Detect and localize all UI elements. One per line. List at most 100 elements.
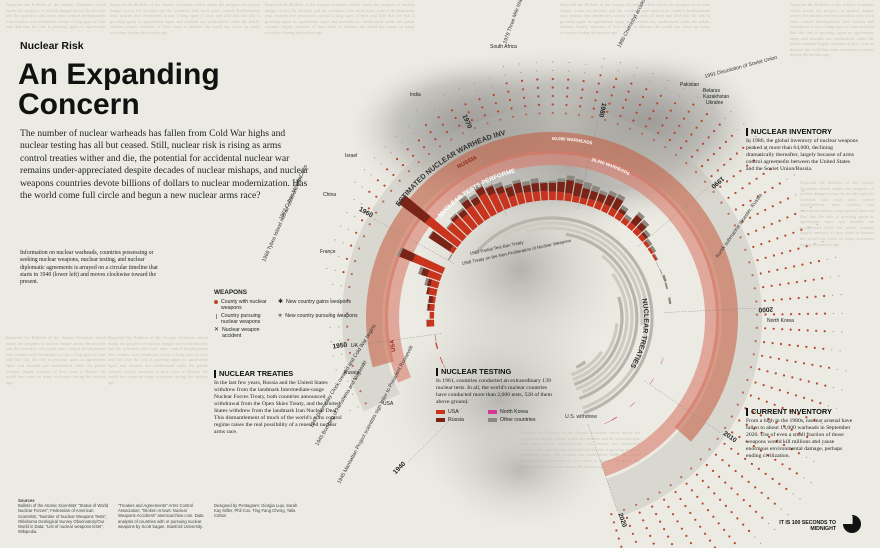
country-pursuing-dot xyxy=(799,498,801,500)
country-dot xyxy=(511,115,515,118)
country-dot xyxy=(782,425,786,428)
country-dot xyxy=(723,163,726,166)
country-pursuing-dot xyxy=(361,203,363,205)
test-bar xyxy=(484,184,493,189)
country-dot xyxy=(788,343,791,347)
country-dot xyxy=(736,517,739,520)
test-bar xyxy=(504,183,513,189)
test-bar xyxy=(427,270,443,282)
country-pursuing-dot xyxy=(754,536,756,538)
country-dot xyxy=(565,103,568,107)
country-dot xyxy=(520,79,524,82)
country-dot xyxy=(700,165,704,168)
test-bar xyxy=(458,209,468,219)
country-dot xyxy=(725,180,729,183)
country-dot xyxy=(597,82,600,85)
country-dot xyxy=(769,356,772,359)
country-dot xyxy=(461,132,465,135)
dot-icon xyxy=(214,300,218,304)
country-dot xyxy=(661,124,664,127)
country-dot xyxy=(770,284,773,287)
test-bar xyxy=(521,180,531,186)
test-bar xyxy=(601,203,611,214)
country-dot xyxy=(823,294,826,298)
country-dot xyxy=(429,131,432,134)
country-dot xyxy=(594,99,597,102)
country-dot xyxy=(492,93,495,97)
background-text-top-b: Reported the Bulletin of the Atomic Scie… xyxy=(265,2,415,35)
country-dot xyxy=(793,265,796,268)
treaty-arc xyxy=(573,296,624,386)
country-dot xyxy=(802,362,806,365)
country-label: UK xyxy=(351,343,359,349)
treaty-arc xyxy=(581,254,634,394)
test-bar xyxy=(629,402,635,408)
country-label: Belarus xyxy=(703,88,720,94)
country-dot xyxy=(458,124,461,127)
country-dot xyxy=(778,389,781,392)
country-pursuing-dot xyxy=(340,225,342,227)
country-dot xyxy=(620,545,623,548)
country-dot xyxy=(678,124,681,127)
arc-label-w60k: 60,000 WARHEADS xyxy=(552,136,593,146)
swatch-icon xyxy=(488,409,497,414)
legend-label: New country pursuing weapons xyxy=(285,313,358,319)
country-dot xyxy=(523,96,526,99)
country-dot xyxy=(809,261,812,264)
test-bar xyxy=(583,181,593,190)
country-dot xyxy=(727,196,730,199)
country-dot xyxy=(524,105,527,108)
test-bar xyxy=(654,253,659,260)
test-bar xyxy=(599,190,608,196)
country-pursuing-dot xyxy=(338,298,340,300)
country-dot xyxy=(799,378,802,381)
testing-legend: USA North Korea Russia Other countries xyxy=(436,409,554,424)
country-pursuing-dot xyxy=(777,163,779,165)
treaty-arc xyxy=(575,360,587,369)
country-pursuing-dot xyxy=(682,87,685,90)
country-dot xyxy=(742,204,745,207)
country-dot xyxy=(705,113,709,116)
test-bar xyxy=(474,202,491,221)
country-pursuing-dot xyxy=(354,215,356,217)
country-pursuing-dot xyxy=(413,133,415,135)
country-dot xyxy=(764,191,767,194)
legend-title: WEAPONS xyxy=(214,289,248,296)
test-bar xyxy=(448,253,453,261)
country-dot xyxy=(599,74,602,77)
country-dot xyxy=(745,440,748,443)
country-label: China xyxy=(323,192,336,198)
country-dot xyxy=(679,497,682,501)
country-dot xyxy=(737,452,740,455)
country-dot xyxy=(755,300,758,303)
country-dot xyxy=(772,327,775,330)
test-bar xyxy=(434,334,437,342)
country-dot xyxy=(486,122,489,125)
country-pursuing-dot xyxy=(458,88,460,90)
country-pursuing-dot xyxy=(816,223,819,225)
test-bar xyxy=(427,319,435,327)
country-dot xyxy=(376,179,379,182)
test-bar xyxy=(566,175,575,181)
country-dot xyxy=(579,105,582,108)
country-dot xyxy=(655,513,658,516)
country-label: Russia xyxy=(344,370,360,376)
nuclear-treaties-box: NUCLEAR TREATIES In the last few years, … xyxy=(214,370,342,436)
country-label: North Korea xyxy=(767,318,794,324)
country-dot xyxy=(383,184,386,187)
country-dot xyxy=(407,170,410,173)
country-pursuing-dot xyxy=(338,312,340,314)
country-dot xyxy=(696,149,699,152)
country-dot xyxy=(580,96,583,99)
country-pursuing-dot xyxy=(347,380,349,382)
country-dot xyxy=(771,205,774,208)
country-dot xyxy=(629,127,632,130)
country-pursuing-dot xyxy=(601,66,603,68)
box-text: From a high in the 1980s, nuclear arsena… xyxy=(746,418,853,459)
country-dot xyxy=(705,463,708,467)
country-pursuing-dot xyxy=(332,283,334,285)
country-dot xyxy=(578,113,581,116)
credits-text: Designed by Pentagram: Giorgia Lupi, Sar… xyxy=(214,503,298,519)
country-dot xyxy=(631,532,635,535)
country-dot xyxy=(346,312,349,315)
